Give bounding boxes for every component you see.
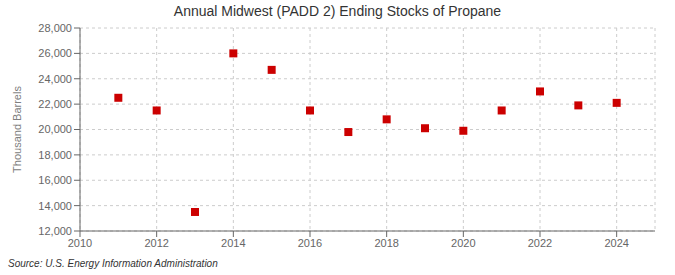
svg-text:2016: 2016 (298, 237, 322, 249)
svg-text:2024: 2024 (604, 237, 628, 249)
svg-text:26,000: 26,000 (38, 47, 72, 59)
svg-text:Thousand Barrels: Thousand Barrels (11, 86, 23, 173)
html-text:Source: U.S. Energy Informatio: Source: U.S. Energy Information Administ… (8, 258, 218, 269)
svg-text:2012: 2012 (144, 237, 168, 249)
html-text:Annual Midwest (PADD 2) Ending: Annual Midwest (PADD 2) Ending Stocks of… (173, 3, 502, 19)
svg-text:2020: 2020 (451, 237, 475, 249)
svg-text:2022: 2022 (528, 237, 552, 249)
svg-text:2018: 2018 (374, 237, 398, 249)
svg-text:22,000: 22,000 (38, 98, 72, 110)
svg-text:2014: 2014 (221, 237, 245, 249)
svg-text:28,000: 28,000 (38, 22, 72, 34)
svg-text:20,000: 20,000 (38, 123, 72, 135)
svg-text:24,000: 24,000 (38, 73, 72, 85)
svg-text:2010: 2010 (68, 237, 92, 249)
svg-text:14,000: 14,000 (38, 200, 72, 212)
svg-text:12,000: 12,000 (38, 225, 72, 237)
svg-text:18,000: 18,000 (38, 149, 72, 161)
svg-text:16,000: 16,000 (38, 174, 72, 186)
